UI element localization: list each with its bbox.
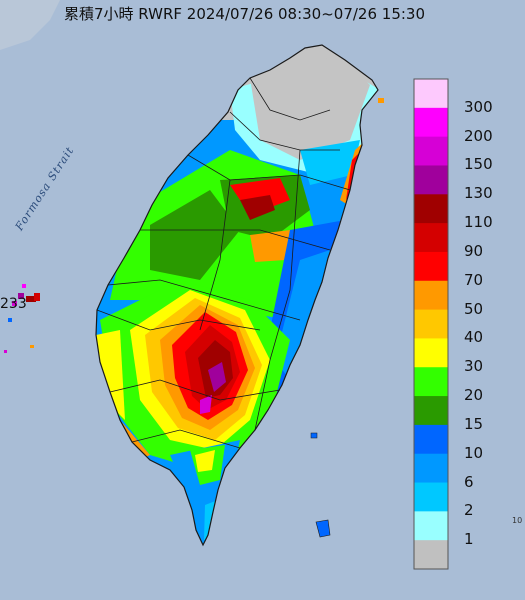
legend-label: 1 bbox=[464, 530, 474, 549]
map-title: 累積7小時 RWRF 2024/07/26 08:30~07/26 15:30 bbox=[64, 5, 426, 23]
legend-label: 200 bbox=[464, 126, 493, 145]
legend-swatch bbox=[414, 424, 448, 455]
legend-swatch bbox=[414, 367, 448, 397]
legend-color-bar bbox=[413, 78, 449, 570]
legend-label: 40 bbox=[464, 328, 484, 347]
legend-swatch bbox=[414, 223, 448, 253]
legend-label: 20 bbox=[464, 386, 484, 405]
legend-swatch bbox=[414, 194, 448, 224]
legend-swatch bbox=[414, 338, 448, 368]
legend-label: 10 bbox=[464, 443, 484, 462]
legend-swatch bbox=[414, 482, 448, 512]
legend-swatch bbox=[414, 79, 448, 109]
legend-label: 15 bbox=[464, 414, 484, 433]
legend-label: 6 bbox=[464, 472, 474, 491]
legend-swatch bbox=[414, 107, 448, 138]
legend-label: 300 bbox=[464, 97, 493, 116]
legend-border bbox=[413, 78, 449, 570]
legend-label: 90 bbox=[464, 241, 484, 260]
penghu-islets bbox=[4, 284, 40, 353]
legend-swatch bbox=[414, 511, 448, 541]
islet-value-label: 233 bbox=[0, 296, 27, 312]
legend-swatch bbox=[414, 251, 448, 282]
legend-label: 30 bbox=[464, 357, 484, 376]
green-island bbox=[310, 432, 318, 439]
legend-swatch bbox=[414, 309, 448, 339]
legend-swatch bbox=[414, 396, 448, 426]
legend-label: 150 bbox=[464, 155, 493, 174]
legend-swatch bbox=[414, 540, 448, 570]
county-boundaries bbox=[96, 77, 351, 449]
corner-label: 10 bbox=[512, 516, 523, 525]
legend-swatch bbox=[414, 136, 448, 166]
legend-swatch bbox=[414, 165, 448, 195]
legend-label: 130 bbox=[464, 184, 493, 203]
legend-label: 110 bbox=[464, 213, 493, 232]
legend-label: 70 bbox=[464, 270, 484, 289]
east-islet bbox=[378, 98, 384, 103]
legend-label: 50 bbox=[464, 299, 484, 318]
legend-swatch bbox=[414, 280, 448, 311]
orchid-island bbox=[315, 519, 331, 538]
legend-swatch bbox=[414, 453, 448, 484]
legend-label: 2 bbox=[464, 501, 474, 520]
china-coast bbox=[0, 0, 60, 50]
